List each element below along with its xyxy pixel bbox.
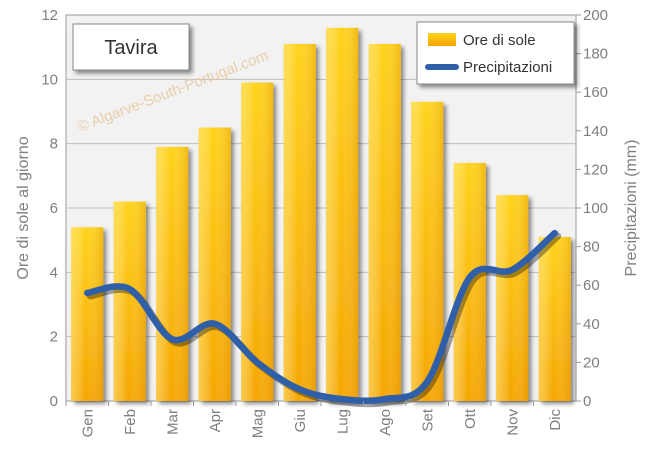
x-tick-label: Gen (79, 409, 96, 437)
right-tick-label: 120 (583, 161, 608, 178)
x-tick-label: Ott (462, 408, 479, 429)
x-tick-label: Feb (122, 409, 139, 435)
x-tick-label: Giu (292, 409, 309, 432)
x-tick-label: Set (419, 408, 436, 431)
bar-shine (368, 43, 401, 401)
bar-shine (71, 227, 104, 401)
sunshine-bars (71, 27, 571, 402)
legend: Ore di sole Precipitazioni (416, 21, 575, 85)
left-tick-label: 0 (50, 393, 58, 410)
right-tick-label: 100 (583, 200, 608, 217)
bar-shine (496, 195, 529, 401)
bar-shine (156, 146, 189, 401)
left-tick-label: 10 (41, 71, 58, 88)
left-tick-label: 6 (50, 200, 58, 217)
precipitation-line-group (84, 229, 562, 408)
right-tick-label: 180 (583, 46, 608, 63)
chart-title-box: Tavira (72, 23, 190, 71)
right-tick-label: 200 (583, 7, 608, 24)
right-axis-ticks: 0 20 40 60 80 100 120 140 160 180 200 (576, 7, 608, 410)
right-tick-label: 0 (583, 393, 591, 410)
right-tick-label: 40 (583, 316, 600, 333)
right-tick-label: 140 (583, 123, 608, 140)
x-axis-ticks: Gen Feb Mar Apr Mag Giu Lug Ago Set Ott Nov Dic (65, 401, 564, 438)
right-tick-label: 20 (583, 354, 600, 371)
left-tick-label: 12 (41, 7, 58, 24)
left-tick-label: 2 (50, 329, 58, 346)
bar-shine (198, 127, 231, 401)
x-tick-label: Mag (249, 409, 266, 438)
precipitation-line (84, 229, 558, 405)
left-axis-title: Ore di sole al giorno (15, 136, 32, 279)
right-axis-title: Precipitazioni (mm) (623, 140, 640, 277)
left-tick-label: 4 (50, 264, 58, 281)
right-tick-label: 80 (583, 239, 600, 256)
x-tick-label: Dic (547, 409, 564, 431)
x-tick-label: Ago (377, 409, 394, 436)
chart-title: Tavira (104, 37, 158, 59)
bar-shine (326, 27, 359, 401)
left-tick-label: 8 (50, 136, 58, 153)
bar-shine (283, 43, 316, 401)
right-tick-label: 160 (583, 84, 608, 101)
bar-shine (538, 236, 571, 401)
left-axis-ticks: 0 2 4 6 8 10 12 (41, 7, 58, 410)
legend-label-precipitation: Precipitazioni (463, 59, 552, 76)
legend-bar-swatch (428, 33, 456, 46)
x-tick-label: Nov (504, 409, 521, 436)
legend-label-sunshine: Ore di sole (463, 32, 536, 49)
x-tick-label: Apr (207, 409, 224, 432)
right-tick-label: 60 (583, 277, 600, 294)
x-tick-label: Lug (334, 409, 351, 434)
x-tick-label: Mar (164, 409, 181, 435)
